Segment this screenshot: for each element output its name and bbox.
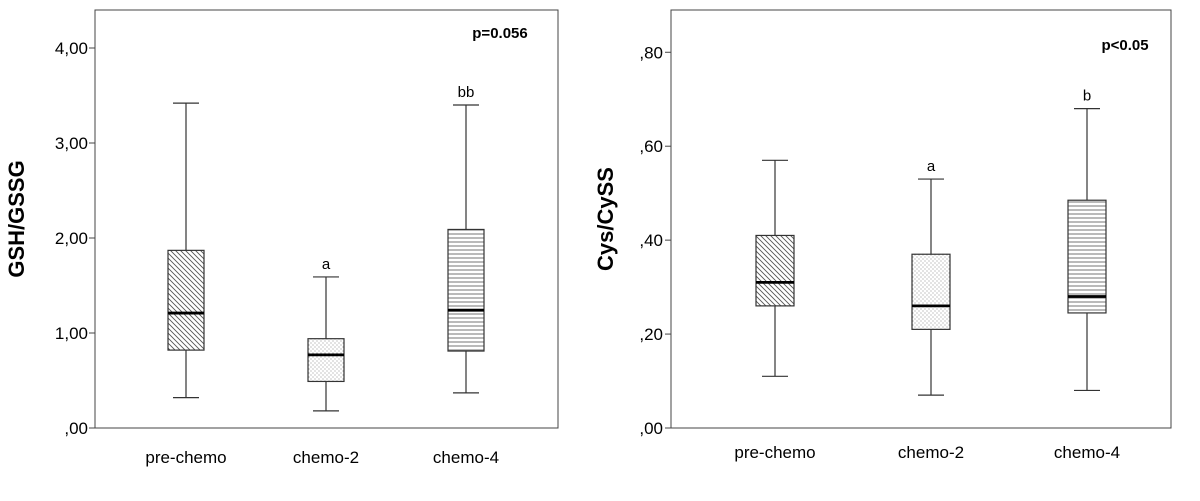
box-pre-chemo xyxy=(167,102,205,399)
box-chemo-2: a xyxy=(307,256,345,412)
significance-label: bb xyxy=(458,84,475,101)
y-tick-label: 3,00 xyxy=(55,134,88,153)
x-axis-labels: pre-chemo chemo-2 chemo-4 xyxy=(734,443,1120,462)
y-axis: ,00 ,20 ,40 ,60 ,80 xyxy=(639,43,671,438)
panel-gsh-gssg: GSH/GSSG p=0.056 ,00 1,00 2,00 3,00 4,00 a bb… xyxy=(4,9,559,467)
significance-label: a xyxy=(927,158,936,175)
x-tick-label: chemo-4 xyxy=(1054,443,1120,462)
y-tick-label: 1,00 xyxy=(55,324,88,343)
iqr-box xyxy=(1067,199,1107,314)
y-tick-label: ,00 xyxy=(64,419,88,438)
boxes: ab xyxy=(755,88,1107,396)
iqr-box xyxy=(911,253,951,330)
plot-frame xyxy=(670,9,1172,429)
y-tick-label: ,20 xyxy=(639,325,663,344)
iqr-box xyxy=(167,249,205,351)
plot-frame xyxy=(94,9,559,429)
x-tick-label: pre-chemo xyxy=(145,448,226,467)
p-value-annotation: p=0.056 xyxy=(472,25,527,42)
x-axis-labels: pre-chemo chemo-2 chemo-4 xyxy=(145,448,499,467)
box-chemo-4: bb xyxy=(447,84,485,394)
y-tick-label: ,00 xyxy=(639,419,663,438)
significance-label: a xyxy=(322,256,331,273)
y-axis-label: Cys/CySS xyxy=(593,167,618,271)
y-axis: ,00 1,00 2,00 3,00 4,00 xyxy=(55,39,95,438)
boxes: a bb xyxy=(167,84,485,412)
y-tick-label: 4,00 xyxy=(55,39,88,58)
box-chemo-2: a xyxy=(911,158,951,396)
iqr-box xyxy=(755,234,795,307)
x-tick-label: pre-chemo xyxy=(734,443,815,462)
iqr-box xyxy=(307,338,345,383)
panel-cys-cyss: Cys/CySS p<0.05 ,00,20,40,60,80 ab pre-c… xyxy=(593,9,1172,462)
p-value-annotation: p<0.05 xyxy=(1101,37,1148,54)
y-tick-label: ,80 xyxy=(639,43,663,62)
significance-label: b xyxy=(1083,88,1091,105)
y-tick-label: 2,00 xyxy=(55,229,88,248)
y-tick-label: ,40 xyxy=(639,231,663,250)
x-tick-label: chemo-2 xyxy=(898,443,964,462)
y-tick-label: ,60 xyxy=(639,137,663,156)
box-chemo-4: b xyxy=(1067,88,1107,392)
x-tick-label: chemo-4 xyxy=(433,448,499,467)
x-tick-label: chemo-2 xyxy=(293,448,359,467)
y-axis-label: GSH/GSSG xyxy=(4,160,29,277)
iqr-box xyxy=(447,228,485,352)
box-pre-chemo xyxy=(755,159,795,377)
